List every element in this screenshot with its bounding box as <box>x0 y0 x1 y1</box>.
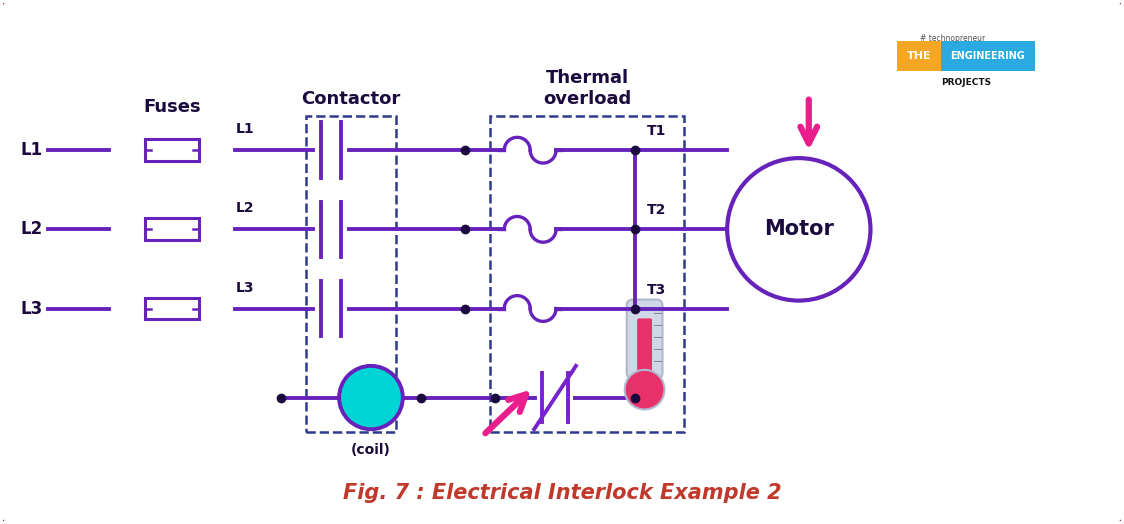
Text: Fuses: Fuses <box>143 97 201 116</box>
Text: T3: T3 <box>646 282 665 297</box>
Text: L3: L3 <box>235 281 254 294</box>
Text: L2: L2 <box>20 221 43 238</box>
Text: L3: L3 <box>20 300 43 318</box>
Text: (coil): (coil) <box>351 443 391 457</box>
Text: # technopreneur: # technopreneur <box>921 35 986 43</box>
Text: Contactor: Contactor <box>301 90 400 107</box>
FancyBboxPatch shape <box>145 219 199 240</box>
Text: T2: T2 <box>646 203 665 217</box>
FancyBboxPatch shape <box>637 319 652 372</box>
Text: L2: L2 <box>235 202 254 215</box>
Text: Thermal
overload: Thermal overload <box>543 69 632 107</box>
Text: Motor: Motor <box>764 220 834 239</box>
Circle shape <box>727 158 870 301</box>
FancyBboxPatch shape <box>145 298 199 320</box>
FancyBboxPatch shape <box>941 41 1035 71</box>
Text: PROJECTS: PROJECTS <box>941 78 991 87</box>
Text: ENGINEERING: ENGINEERING <box>951 51 1025 61</box>
Text: Fig. 7 : Electrical Interlock Example 2: Fig. 7 : Electrical Interlock Example 2 <box>343 484 781 504</box>
FancyBboxPatch shape <box>145 139 199 161</box>
Text: THE: THE <box>907 51 932 61</box>
Text: T1: T1 <box>646 124 665 138</box>
Text: L1: L1 <box>235 122 254 136</box>
Circle shape <box>339 366 402 429</box>
Text: L1: L1 <box>20 141 43 159</box>
FancyBboxPatch shape <box>897 41 941 71</box>
Circle shape <box>625 370 664 409</box>
FancyBboxPatch shape <box>627 300 662 379</box>
